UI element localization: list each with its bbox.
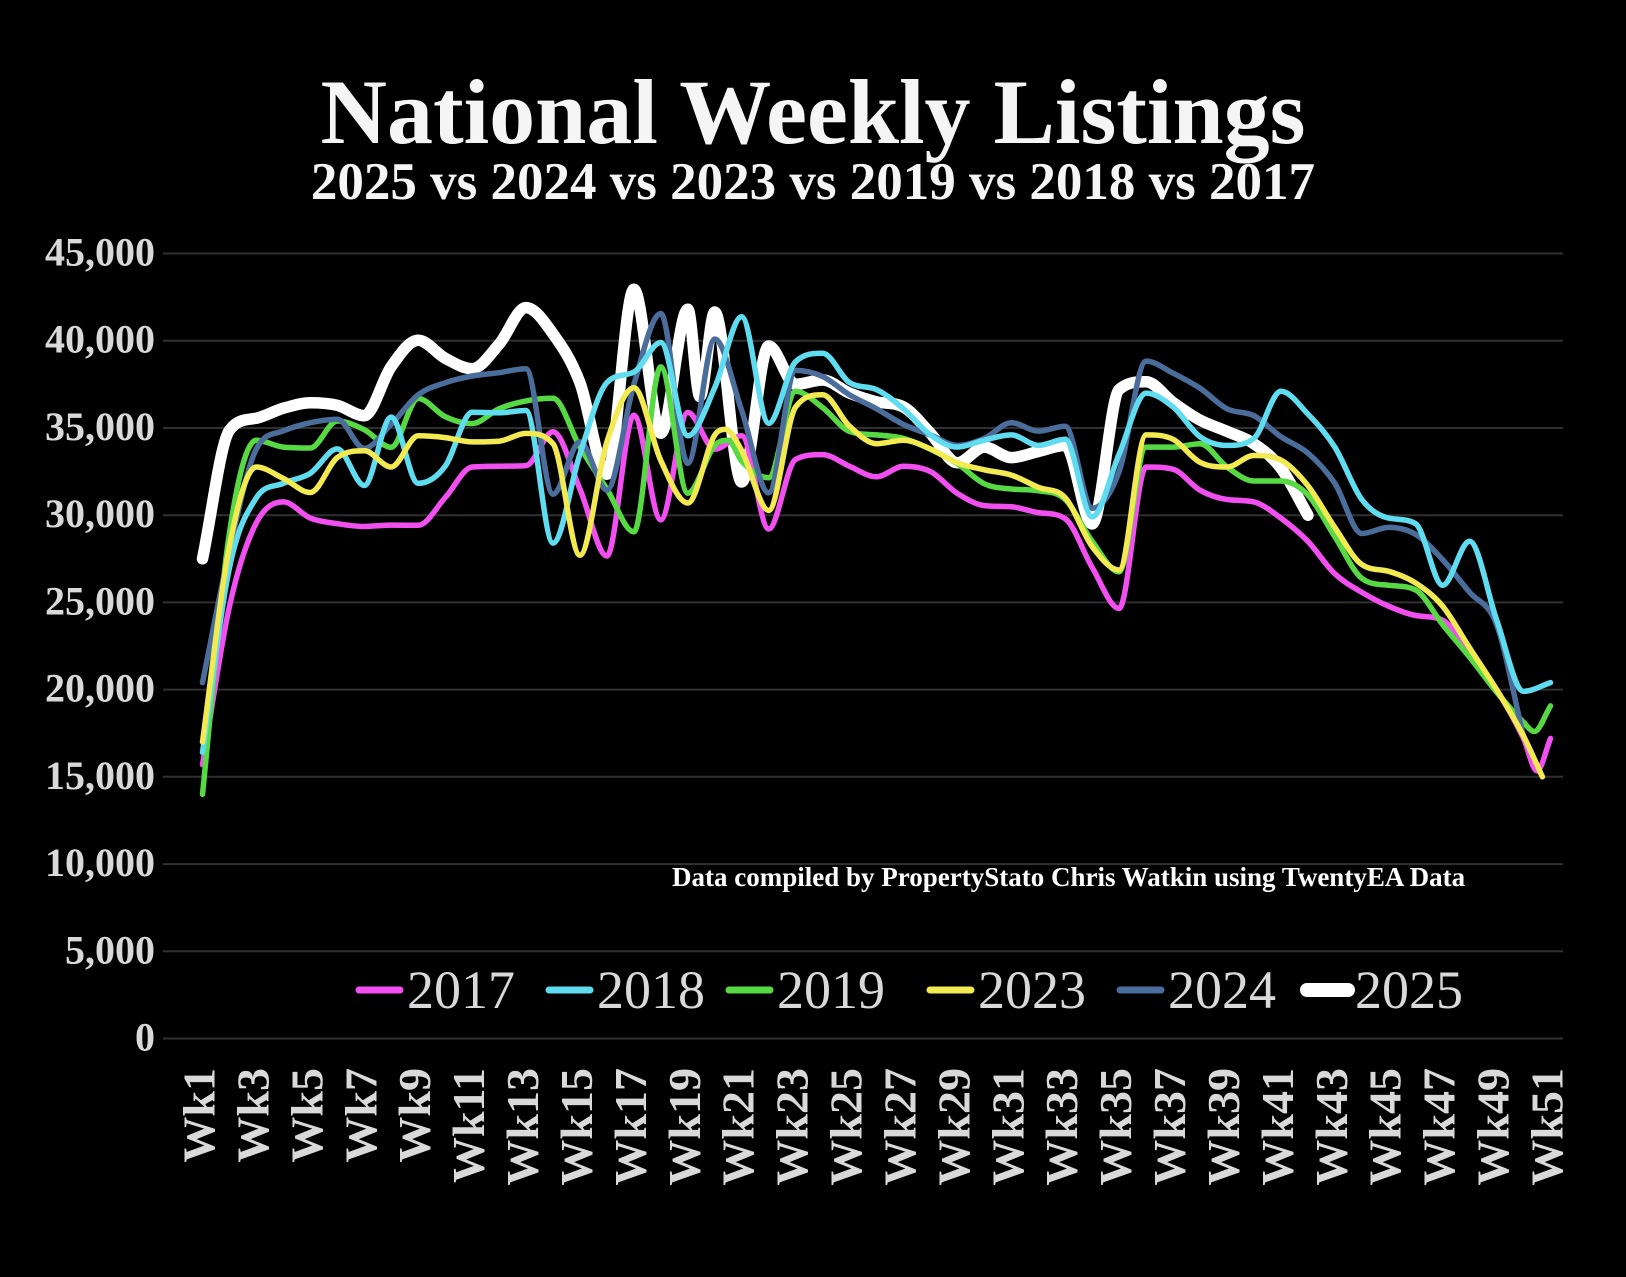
svg-text:Wk43: Wk43 [1306,1068,1357,1186]
svg-text:40,000: 40,000 [45,317,155,362]
svg-text:Wk35: Wk35 [1090,1068,1141,1186]
svg-text:Wk1: Wk1 [174,1068,225,1163]
svg-text:10,000: 10,000 [45,840,155,885]
svg-text:Wk19: Wk19 [659,1068,710,1186]
svg-text:5,000: 5,000 [65,927,155,972]
svg-text:Wk25: Wk25 [821,1068,872,1186]
svg-text:Wk5: Wk5 [281,1068,332,1163]
svg-text:Wk41: Wk41 [1252,1068,1303,1186]
svg-text:2025: 2025 [1355,960,1463,1020]
svg-text:Wk15: Wk15 [551,1068,602,1186]
svg-text:2025 vs 2024 vs 2023 vs 2019 v: 2025 vs 2024 vs 2023 vs 2019 vs 2018 vs … [311,153,1315,211]
svg-text:Wk21: Wk21 [713,1068,764,1186]
svg-text:35,000: 35,000 [45,404,155,449]
svg-text:National Weekly Listings: National Weekly Listings [321,61,1306,163]
svg-text:Wk27: Wk27 [875,1068,926,1186]
svg-text:Wk31: Wk31 [982,1068,1033,1186]
svg-text:30,000: 30,000 [45,491,155,536]
svg-text:Wk23: Wk23 [767,1068,818,1186]
svg-text:Wk7: Wk7 [335,1068,386,1163]
svg-text:0: 0 [135,1015,155,1060]
svg-text:Wk37: Wk37 [1144,1068,1195,1186]
svg-text:2024: 2024 [1168,960,1276,1020]
svg-text:Wk17: Wk17 [605,1068,656,1186]
svg-text:15,000: 15,000 [45,753,155,798]
svg-text:Wk11: Wk11 [443,1068,494,1183]
svg-text:Wk29: Wk29 [928,1068,979,1186]
svg-text:25,000: 25,000 [45,578,155,623]
svg-text:Wk47: Wk47 [1414,1068,1465,1186]
svg-text:Wk51: Wk51 [1522,1068,1573,1186]
svg-text:Data compiled by PropertyStato: Data compiled by PropertyStato Chris Wat… [672,862,1466,892]
svg-text:Wk49: Wk49 [1468,1068,1519,1186]
svg-text:Wk3: Wk3 [227,1068,278,1163]
svg-text:2017: 2017 [407,960,515,1020]
svg-text:Wk39: Wk39 [1198,1068,1249,1186]
svg-text:Wk45: Wk45 [1360,1068,1411,1186]
svg-text:2018: 2018 [597,960,705,1020]
svg-text:2019: 2019 [777,960,885,1020]
svg-text:Wk33: Wk33 [1036,1068,1087,1186]
svg-text:Wk9: Wk9 [389,1068,440,1163]
svg-text:Wk13: Wk13 [497,1068,548,1186]
svg-text:45,000: 45,000 [45,230,155,275]
svg-text:20,000: 20,000 [45,666,155,711]
svg-text:2023: 2023 [978,960,1086,1020]
